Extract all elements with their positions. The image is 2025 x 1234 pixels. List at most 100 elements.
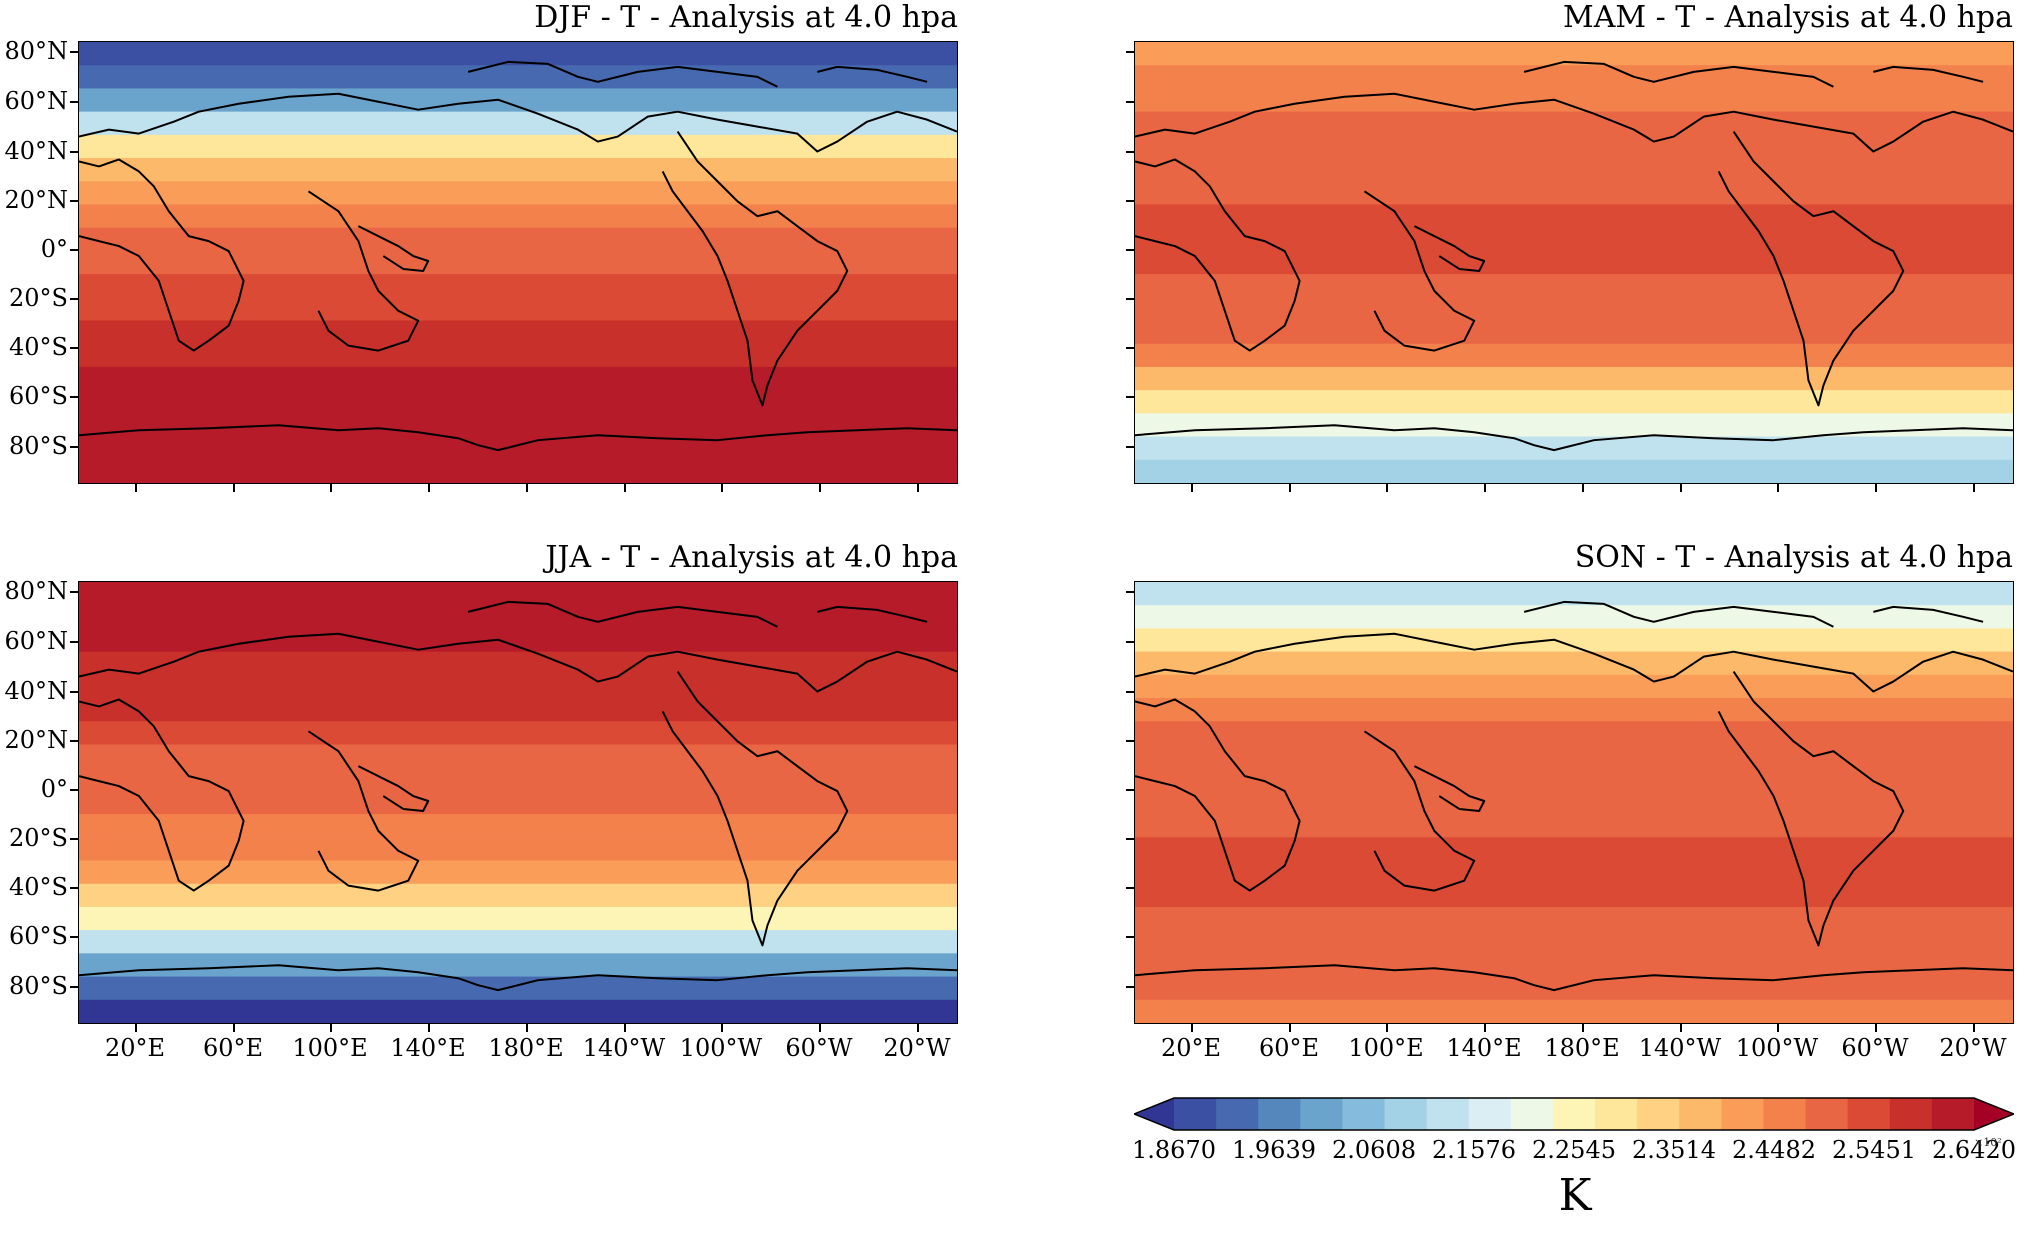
colorbar-tick-label: 2.0608 — [1332, 1136, 1416, 1164]
colorbar-segment — [1300, 1098, 1343, 1130]
lon-label: 100°W — [1735, 1034, 1819, 1062]
colorbar-segment — [1679, 1098, 1722, 1130]
lon-label: 140°E — [1446, 1034, 1522, 1062]
lon-tick — [1582, 484, 1584, 492]
lat-tick — [70, 887, 78, 889]
colorbar-outline — [1134, 1097, 2014, 1131]
contour-band — [79, 274, 957, 298]
contour-band — [79, 860, 957, 885]
lat-tick — [1126, 200, 1134, 202]
contour-band — [79, 65, 957, 90]
lon-tick — [428, 484, 430, 492]
lon-tick — [819, 484, 821, 492]
colorbar-tick-label: 2.2545 — [1532, 1136, 1616, 1164]
contour-band — [1135, 343, 2013, 368]
panel-title-mam: MAM - T - Analysis at 4.0 hpa — [1563, 0, 2013, 35]
lon-tick — [233, 1024, 235, 1032]
contour-band — [79, 343, 957, 368]
colorbar-segment — [1216, 1098, 1259, 1130]
coastline — [1413, 225, 1486, 272]
contour-band — [1135, 134, 2013, 159]
lat-tick — [1126, 789, 1134, 791]
contour-band — [1135, 674, 2013, 699]
panel-title-djf: DJF - T - Analysis at 4.0 hpa — [534, 0, 958, 35]
contour-band — [79, 628, 957, 653]
lat-tick — [1126, 740, 1134, 742]
contour-band — [79, 883, 957, 908]
contour-band — [1135, 390, 2013, 414]
lat-label: 20°S — [9, 824, 68, 852]
lon-tick — [135, 1024, 137, 1032]
map-jja-svg — [79, 582, 957, 1023]
lat-label: 80°N — [4, 37, 68, 65]
lat-label: 60°S — [9, 922, 68, 950]
contour-band — [1135, 65, 2013, 90]
lon-label: 60°E — [1258, 1034, 1320, 1062]
lon-label: 180°E — [1544, 1034, 1620, 1062]
lat-label: 20°N — [4, 186, 68, 214]
lat-tick — [1126, 936, 1134, 938]
coastline — [1135, 964, 2013, 992]
lat-label: 60°S — [9, 382, 68, 410]
contour-band — [1135, 605, 2013, 630]
lat-label: 40°S — [9, 873, 68, 901]
lat-tick — [70, 641, 78, 643]
lon-tick — [1875, 1024, 1877, 1032]
lon-label: 20°W — [883, 1034, 951, 1062]
contour-band — [1135, 297, 2013, 322]
lat-tick — [1126, 838, 1134, 840]
lon-tick — [526, 484, 528, 492]
coastline — [817, 65, 928, 83]
contour-band — [79, 721, 957, 746]
contour-band — [79, 88, 957, 113]
lon-tick — [819, 1024, 821, 1032]
lat-label: 20°S — [9, 284, 68, 312]
lon-tick — [1680, 484, 1682, 492]
contour-band — [79, 605, 957, 630]
colorbar-segment — [1174, 1098, 1217, 1130]
coastline — [357, 765, 430, 812]
contour-band — [79, 366, 957, 391]
lon-label: 60°W — [1841, 1034, 1909, 1062]
contour-band — [1135, 767, 2013, 792]
contour-band — [79, 651, 957, 676]
contour-band — [1135, 436, 2013, 461]
coastline — [1523, 60, 1834, 88]
lon-label: 20°W — [1939, 1034, 2007, 1062]
lat-label: 40°S — [9, 333, 68, 361]
lat-tick — [1126, 986, 1134, 988]
contour-band — [79, 837, 957, 862]
map-mam — [1134, 41, 2014, 484]
contour-band — [79, 227, 957, 252]
lat-tick — [70, 101, 78, 103]
map-djf-svg — [79, 42, 957, 483]
lat-label: 80°N — [4, 577, 68, 605]
lat-label: 0° — [40, 235, 68, 263]
lat-label: 80°S — [9, 432, 68, 460]
lat-tick — [70, 249, 78, 251]
coastline — [1717, 131, 1905, 407]
lat-tick — [1126, 151, 1134, 153]
contour-band — [1135, 250, 2013, 275]
contour-band — [1135, 42, 2013, 66]
contour-band — [1135, 790, 2013, 815]
lat-tick — [70, 789, 78, 791]
map-son — [1134, 581, 2014, 1024]
lat-label: 40°N — [4, 677, 68, 705]
coastline — [1363, 730, 1476, 892]
lat-tick — [70, 591, 78, 593]
contour-band — [1135, 721, 2013, 746]
contour-band — [1135, 227, 2013, 252]
lon-label: 100°E — [1348, 1034, 1424, 1062]
lon-label: 180°E — [488, 1034, 564, 1062]
coastline — [1135, 632, 2013, 693]
contour-band — [1135, 837, 2013, 862]
lat-tick — [70, 446, 78, 448]
contour-band — [79, 976, 957, 1001]
lat-label: 40°N — [4, 137, 68, 165]
lat-tick — [1126, 101, 1134, 103]
lon-label: 100°E — [292, 1034, 368, 1062]
lon-tick — [1777, 1024, 1779, 1032]
coastline — [1717, 671, 1905, 947]
lat-tick — [70, 396, 78, 398]
